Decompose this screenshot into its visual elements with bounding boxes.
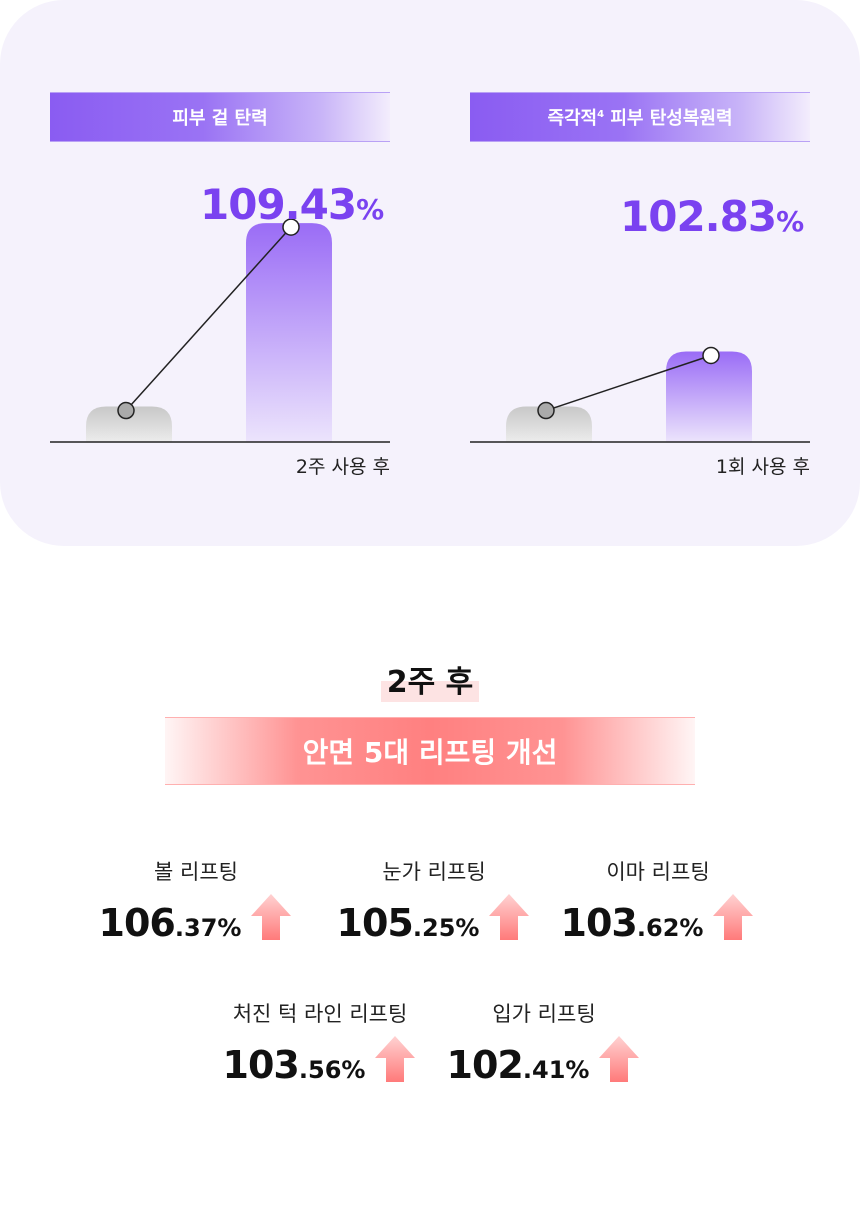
value-number: 102.83 [620,192,777,241]
value-unit: % [356,193,384,226]
metric-value-int: 105 [336,901,414,945]
metric-value-row: 103.62% [538,892,778,942]
metric-value: 105.25% [337,904,480,942]
period-text: 2주 후 [380,664,480,702]
chart-plot [50,218,390,443]
metric-value-dec: .41% [522,1056,590,1084]
metric-value-int: 106 [98,901,176,945]
up-arrow-shape [251,894,292,940]
up-arrow-icon [489,894,530,940]
up-arrow-shape [713,894,754,940]
footnote-marker: 4 [597,109,605,120]
trend-line [545,354,712,412]
metric-value: 103.56% [223,1046,366,1084]
metric-value-dec: .25% [412,914,480,942]
lifting-headline-banner: 안면 5대 리프팅 개선 [165,717,695,785]
metric-value-dec: .37% [174,914,242,942]
up-arrow-icon [599,1036,640,1082]
metric-value-row: 103.56% [200,1034,440,1084]
metric-mouth-lifting: 입가 리프팅 102.41% [424,998,664,1108]
chart-title: 피부 겉 탄력 [172,108,268,129]
metric-label: 볼 리프팅 [154,860,238,884]
metric-value: 102.41% [447,1046,590,1084]
metric-value-int: 103 [560,901,638,945]
bar-baseline [506,406,592,442]
category-label: 1회 사용 후 [715,456,810,478]
metric-label: 눈가 리프팅 [382,860,486,884]
metric-jawline-lifting: 처진 턱 라인 리프팅 103.56% [200,998,440,1108]
bar-after [666,351,752,442]
up-arrow-shape [489,894,530,940]
metric-cheek-lifting: 볼 리프팅 106.37% [76,856,316,966]
value-number: 109.43 [200,180,357,229]
up-arrow-shape [599,1036,640,1082]
data-point-baseline [117,401,135,420]
chart-title-text: 즉각적4 피부 탄성복원력 [547,108,733,129]
up-arrow-icon [251,894,292,940]
metric-forehead-lifting: 이마 리프팅 103.62% [538,856,778,966]
data-point-after [282,218,300,236]
chart-value-label: 109.43% [200,184,384,226]
metric-value: 106.37% [99,904,242,942]
metric-eye-lifting: 눈가 리프팅 105.25% [314,856,554,966]
metric-label: 처진 턱 라인 리프팅 [232,1002,408,1026]
chart-skin-elasticity: 피부 겉 탄력 109.43% 2주 사용 후 [50,92,390,492]
value-unit: % [776,205,804,238]
data-point-after [702,346,720,365]
trend-line [125,226,292,412]
headline-text: 안면 5대 리프팅 개선 [302,736,558,769]
up-arrow-icon [713,894,754,940]
up-arrow-shape [375,1036,416,1082]
metric-value-dec: .56% [298,1056,366,1084]
chart-instant-recovery: 즉각적4 피부 탄성복원력 102.83% 1회 사용 후 [470,92,810,492]
period-title: 2주 후 [0,664,860,702]
bar-after [246,223,332,442]
metric-value-row: 102.41% [424,1034,664,1084]
category-label: 2주 사용 후 [295,456,390,478]
metric-value-dec: .62% [636,914,704,942]
up-arrow-icon [375,1036,416,1082]
data-point-baseline [537,401,555,420]
chart-title-banner: 즉각적4 피부 탄성복원력 [470,92,810,142]
metric-value-int: 103 [222,1043,300,1087]
chart-title: 즉각적4 피부 탄성복원력 [547,104,732,130]
metric-label: 입가 리프팅 [492,1002,596,1026]
metric-label: 이마 리프팅 [606,860,710,884]
metric-value-row: 106.37% [76,892,316,942]
chart-plot [470,346,810,443]
results-card [0,0,860,546]
chart-title-banner: 피부 겉 탄력 [50,92,390,142]
metric-value-row: 105.25% [314,892,554,942]
metric-value-int: 102 [446,1043,524,1087]
metric-value: 103.62% [561,904,704,942]
bar-baseline [86,406,172,442]
chart-value-label: 102.83% [620,196,804,238]
